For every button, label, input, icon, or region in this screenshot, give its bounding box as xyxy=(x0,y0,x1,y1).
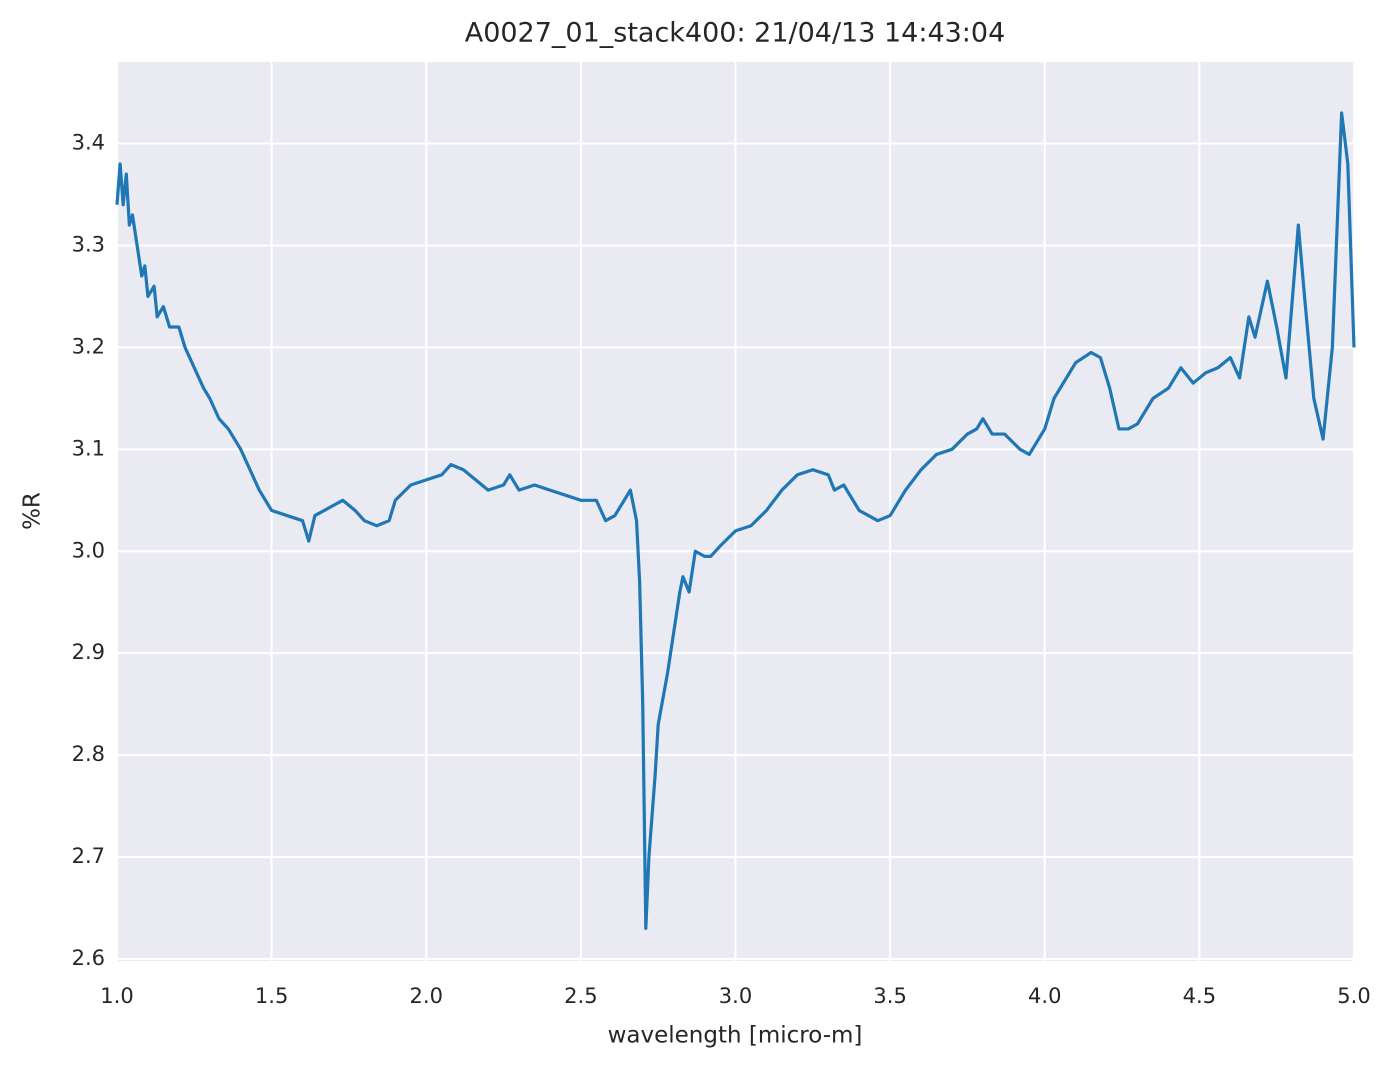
y-tick-label: 2.8 xyxy=(72,742,105,766)
chart-title: A0027_01_stack400: 21/04/13 14:43:04 xyxy=(465,18,1006,49)
data-line xyxy=(115,111,1356,930)
x-tick-label: 1.0 xyxy=(100,984,133,1008)
y-tick-label: 3.4 xyxy=(72,131,105,155)
x-tick-label: 4.5 xyxy=(1183,984,1216,1008)
y-tick-label: 2.9 xyxy=(72,640,105,664)
y-axis-label: %R xyxy=(20,492,46,530)
x-tick-label: 3.0 xyxy=(719,984,752,1008)
y-tick-label: 3.1 xyxy=(72,436,105,460)
x-tick-label: 2.0 xyxy=(410,984,443,1008)
x-tick-label: 5.0 xyxy=(1337,984,1370,1008)
y-tick-label: 3.0 xyxy=(72,538,105,562)
y-tick-label: 3.2 xyxy=(72,334,105,358)
y-tick-label: 2.7 xyxy=(72,844,105,868)
x-axis-label: wavelength [micro-m] xyxy=(608,1023,863,1049)
x-tick-label: 2.5 xyxy=(564,984,597,1008)
x-tick-label: 3.5 xyxy=(873,984,906,1008)
y-tick-label: 3.3 xyxy=(72,232,105,256)
x-tick-label: 1.5 xyxy=(255,984,288,1008)
y-tick-label: 2.6 xyxy=(72,946,105,970)
x-tick-label: 4.0 xyxy=(1028,984,1061,1008)
